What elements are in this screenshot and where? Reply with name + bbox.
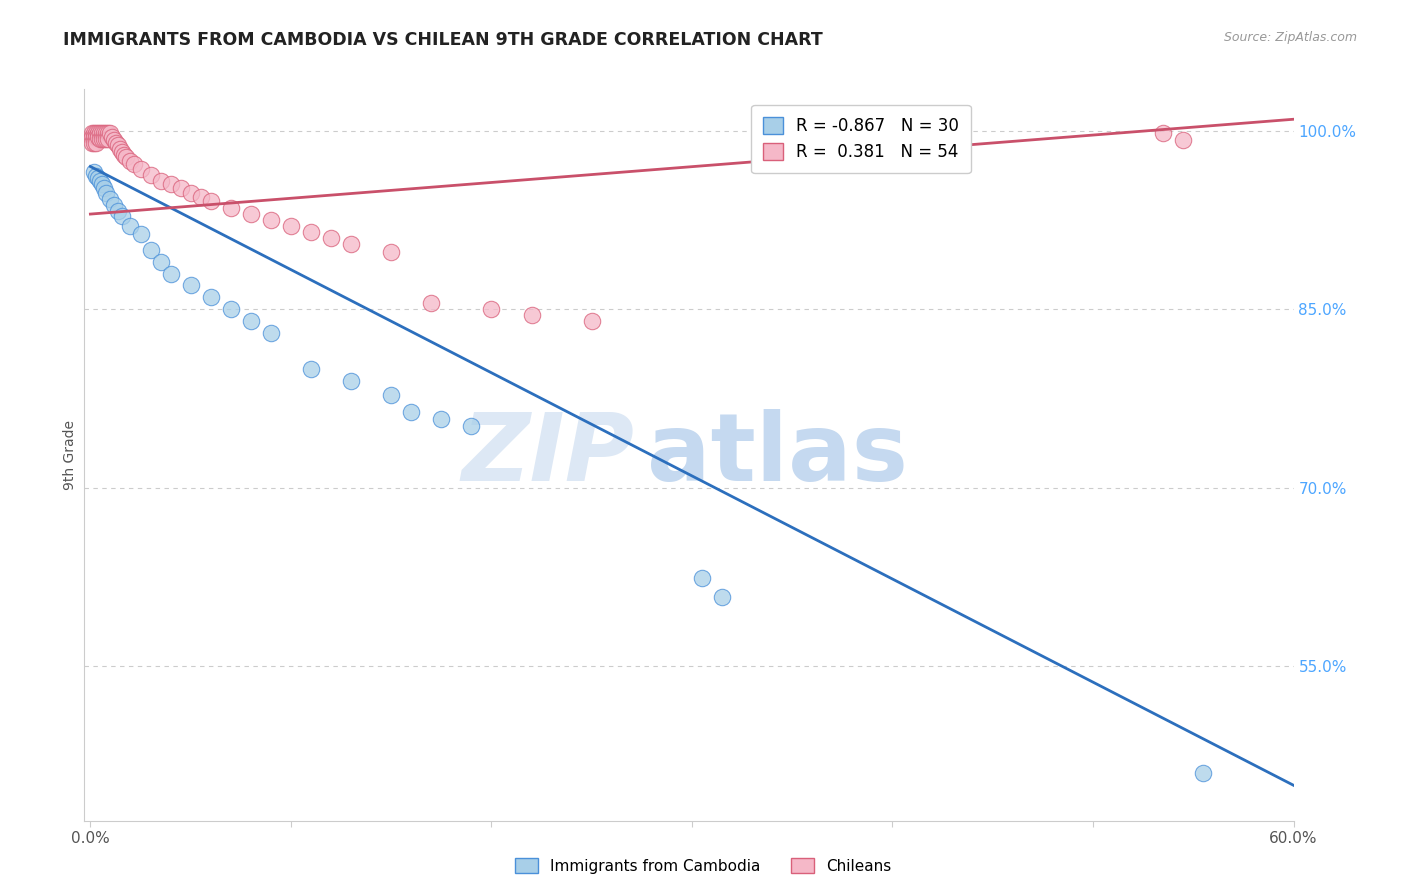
Point: [107, 203, 129, 218]
Point: [1192, 766, 1215, 780]
Point: [96, 132, 118, 146]
Point: [169, 181, 191, 195]
Point: [460, 418, 482, 433]
Point: [260, 213, 283, 227]
Point: [239, 314, 262, 328]
Point: [103, 133, 125, 147]
Point: [149, 174, 172, 188]
Point: [91, 178, 114, 192]
Point: [97, 126, 120, 140]
Point: [690, 571, 713, 585]
Point: [129, 227, 152, 242]
Point: [101, 129, 124, 144]
Point: [93, 181, 115, 195]
Point: [114, 147, 136, 161]
Point: [239, 207, 262, 221]
Point: [96, 186, 118, 200]
Point: [86, 169, 108, 183]
Point: [115, 150, 138, 164]
Point: [93, 132, 115, 146]
Text: atlas: atlas: [647, 409, 908, 501]
Y-axis label: 9th Grade: 9th Grade: [63, 420, 77, 490]
Point: [86, 126, 108, 140]
Point: [139, 168, 162, 182]
Point: [159, 267, 181, 281]
Point: [91, 132, 114, 146]
Point: [280, 219, 302, 233]
Point: [1173, 133, 1195, 147]
Point: [340, 374, 363, 388]
Point: [87, 126, 110, 140]
Point: [149, 254, 172, 268]
Point: [82, 136, 104, 150]
Point: [93, 126, 115, 140]
Point: [82, 129, 104, 144]
Point: [124, 157, 146, 171]
Point: [96, 126, 118, 140]
Point: [380, 388, 402, 402]
Point: [711, 590, 734, 604]
Point: [200, 194, 222, 208]
Point: [139, 243, 162, 257]
Point: [87, 129, 110, 144]
Point: [340, 236, 363, 251]
Point: [260, 326, 283, 340]
Legend: R = -0.867   N = 30, R =  0.381   N = 54: R = -0.867 N = 30, R = 0.381 N = 54: [751, 105, 970, 173]
Point: [91, 126, 114, 140]
Point: [83, 129, 105, 144]
Point: [89, 132, 111, 146]
Point: [111, 145, 134, 160]
Text: Source: ZipAtlas.com: Source: ZipAtlas.com: [1223, 31, 1357, 45]
Text: ZIP: ZIP: [461, 409, 634, 501]
Point: [180, 278, 202, 293]
Point: [89, 174, 111, 188]
Point: [82, 126, 104, 140]
Point: [89, 126, 111, 140]
Point: [1152, 126, 1174, 140]
Point: [86, 136, 108, 150]
Point: [120, 219, 142, 233]
Point: [299, 225, 322, 239]
Point: [200, 290, 222, 304]
Point: [100, 192, 122, 206]
Point: [86, 129, 108, 144]
Point: [430, 411, 453, 425]
Point: [420, 296, 443, 310]
Point: [83, 126, 105, 140]
Legend: Immigrants from Cambodia, Chileans: Immigrants from Cambodia, Chileans: [509, 852, 897, 880]
Point: [380, 245, 402, 260]
Point: [110, 142, 132, 156]
Point: [159, 178, 181, 192]
Point: [399, 404, 422, 418]
Point: [107, 138, 129, 153]
Point: [481, 302, 503, 317]
Point: [219, 302, 242, 317]
Point: [581, 314, 603, 328]
Point: [180, 186, 202, 200]
Point: [299, 361, 322, 376]
Point: [319, 231, 342, 245]
Point: [129, 161, 152, 176]
Point: [190, 190, 212, 204]
Point: [120, 153, 142, 168]
Point: [219, 201, 242, 215]
Point: [105, 136, 128, 150]
Point: [520, 308, 543, 322]
Point: [100, 126, 122, 140]
Point: [103, 197, 125, 211]
Point: [87, 171, 110, 186]
Point: [97, 132, 120, 146]
Point: [83, 165, 105, 179]
Point: [111, 210, 134, 224]
Text: IMMIGRANTS FROM CAMBODIA VS CHILEAN 9TH GRADE CORRELATION CHART: IMMIGRANTS FROM CAMBODIA VS CHILEAN 9TH …: [63, 31, 823, 49]
Point: [83, 136, 105, 150]
